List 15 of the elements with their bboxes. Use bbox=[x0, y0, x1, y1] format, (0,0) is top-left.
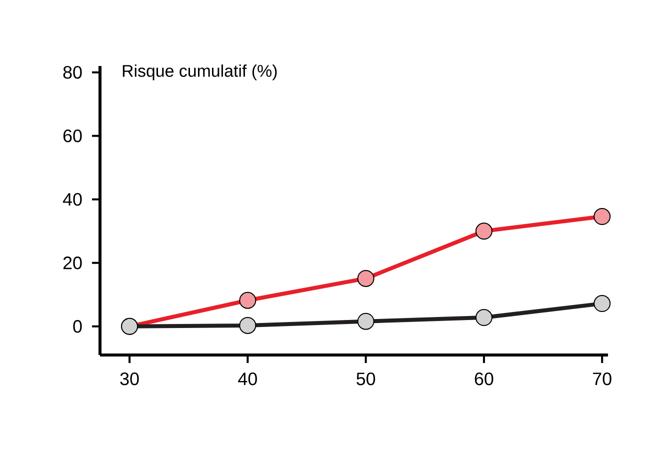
y-axis-title: Risque cumulatif (%) bbox=[122, 64, 277, 80]
point bbox=[475, 309, 492, 326]
x-tick-label: 70 bbox=[593, 372, 612, 386]
point bbox=[357, 312, 374, 330]
y-tick-label: 80 bbox=[63, 66, 82, 79]
y-tick-label: 40 bbox=[62, 193, 82, 206]
y-tick-label: 0 bbox=[73, 320, 82, 333]
x-tick-label: 60 bbox=[474, 372, 494, 386]
x-tick-label: 30 bbox=[120, 372, 139, 386]
point bbox=[594, 295, 611, 312]
y-tick-label: 20 bbox=[63, 256, 82, 270]
point bbox=[239, 316, 256, 334]
y-tick-label: 60 bbox=[63, 130, 82, 142]
x-tick-label: 50 bbox=[356, 372, 376, 386]
x-tick-label: 40 bbox=[238, 372, 257, 386]
